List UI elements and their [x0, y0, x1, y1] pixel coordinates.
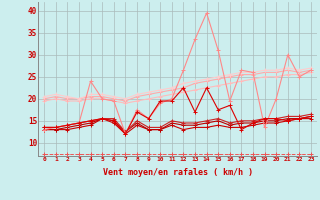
- X-axis label: Vent moyen/en rafales ( km/h ): Vent moyen/en rafales ( km/h ): [103, 168, 252, 177]
